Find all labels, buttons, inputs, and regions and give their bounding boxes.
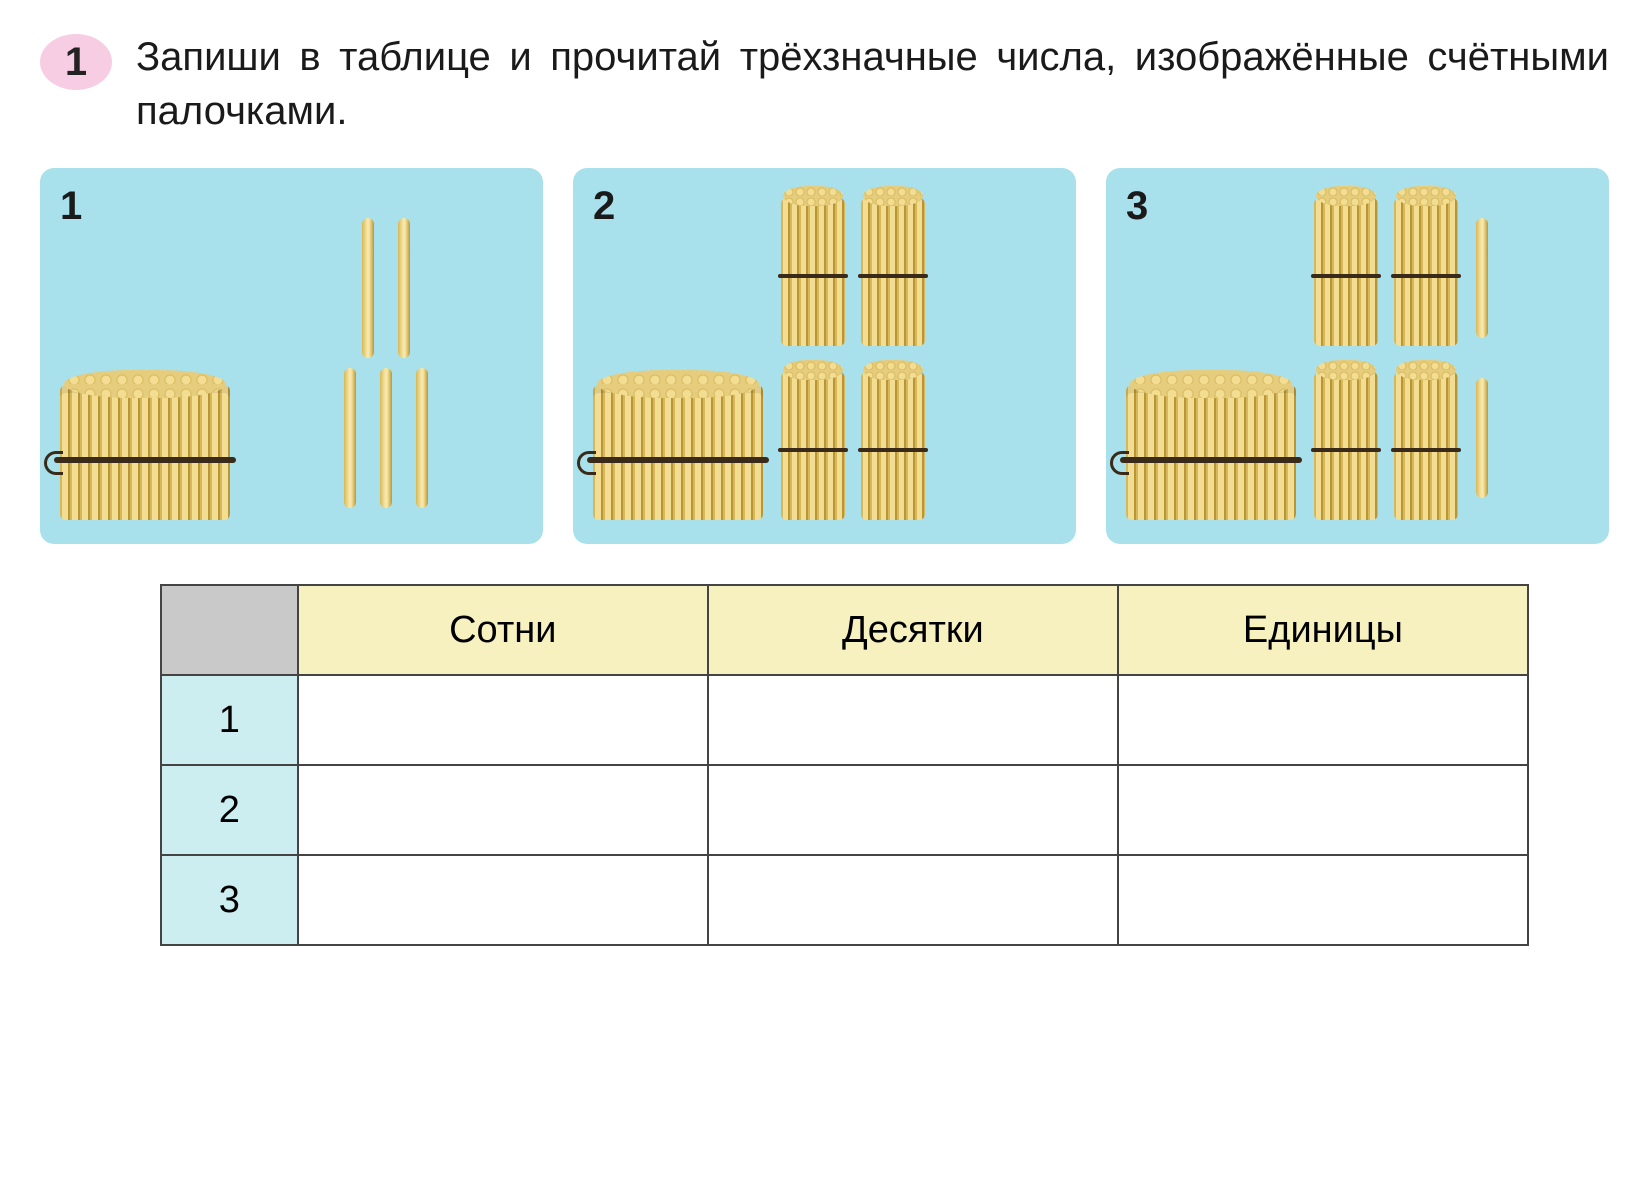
cell-hundreds[interactable] [298, 855, 708, 945]
cell-tens[interactable] [708, 765, 1118, 855]
ten-bundle-icon [861, 186, 925, 346]
ten-bundle-icon [781, 186, 845, 346]
ten-bundle-icon [1394, 360, 1458, 520]
hundred-bundle-icon [60, 370, 230, 520]
exercise-number-badge: 1 [40, 34, 112, 90]
panel-label: 3 [1126, 184, 1148, 229]
cell-tens[interactable] [708, 675, 1118, 765]
stick-icon [362, 218, 374, 358]
stick-icon [416, 368, 428, 508]
cell-units[interactable] [1118, 855, 1528, 945]
tens-group [781, 186, 925, 520]
table-row: 3 [161, 855, 1528, 945]
panel-2: 2 [573, 168, 1076, 544]
row-label: 2 [161, 765, 298, 855]
tens-group [1314, 186, 1458, 520]
stick-icon [398, 218, 410, 358]
stick-icon [380, 368, 392, 508]
stick-icon [344, 368, 356, 508]
stick-icon [1476, 218, 1488, 338]
panel-3: 3 [1106, 168, 1609, 544]
table-row: 1 [161, 675, 1528, 765]
column-header-units: Единицы [1118, 585, 1528, 675]
cell-units[interactable] [1118, 675, 1528, 765]
row-label: 1 [161, 675, 298, 765]
place-value-table-wrap: Сотни Десятки Единицы 1 2 3 [40, 584, 1609, 946]
panel-1: 1 [40, 168, 543, 544]
units-group [1476, 186, 1488, 520]
panel-label: 1 [60, 184, 82, 229]
ten-bundle-icon [781, 360, 845, 520]
hundred-bundle-icon [1126, 370, 1296, 520]
column-header-hundreds: Сотни [298, 585, 708, 675]
cell-tens[interactable] [708, 855, 1118, 945]
panel-label: 2 [593, 184, 615, 229]
row-label: 3 [161, 855, 298, 945]
column-header-tens: Десятки [708, 585, 1118, 675]
ten-bundle-icon [861, 360, 925, 520]
exercise-header: 1 Запиши в таблице и прочитай трёхзначны… [40, 30, 1609, 138]
sticks-panels: 1 2 3 [40, 168, 1609, 544]
table-corner [161, 585, 298, 675]
stick-icon [1476, 378, 1488, 498]
ten-bundle-icon [1314, 360, 1378, 520]
table-row: 2 [161, 765, 1528, 855]
cell-units[interactable] [1118, 765, 1528, 855]
ten-bundle-icon [1394, 186, 1458, 346]
hundred-bundle-icon [593, 370, 763, 520]
units-group [248, 186, 523, 520]
cell-hundreds[interactable] [298, 675, 708, 765]
exercise-text: Запиши в таблице и прочитай трёхзначные … [136, 30, 1609, 138]
place-value-table: Сотни Десятки Единицы 1 2 3 [160, 584, 1529, 946]
cell-hundreds[interactable] [298, 765, 708, 855]
exercise-number: 1 [65, 40, 87, 85]
ten-bundle-icon [1314, 186, 1378, 346]
